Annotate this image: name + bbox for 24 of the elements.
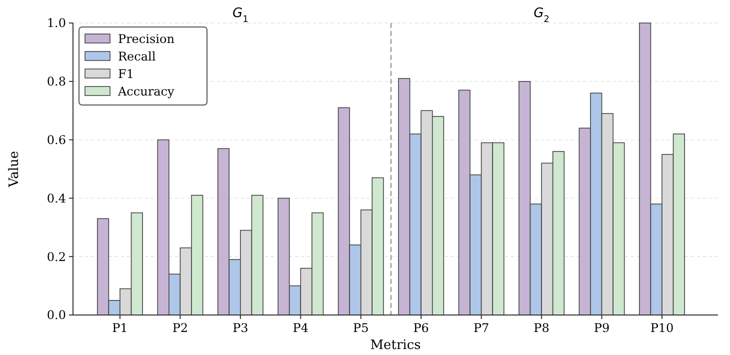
x-tick-label: P3 [232, 321, 248, 335]
legend-label: F1 [118, 67, 134, 82]
y-tick-label: 1.0 [46, 16, 66, 30]
x-tick-label: P10 [650, 321, 674, 335]
legend-label: Precision [118, 32, 175, 46]
y-tick-label: 0.6 [46, 133, 66, 147]
x-tick-label: P8 [534, 321, 550, 335]
x-axis-title: Metrics [370, 338, 421, 353]
x-tick-label: P5 [353, 321, 369, 335]
y-tick-label: 0.0 [46, 308, 66, 322]
legend-label: Recall [118, 50, 156, 64]
y-tick-label: 0.2 [46, 250, 66, 264]
legend-label: Accuracy [117, 84, 174, 99]
y-tick-label: 0.8 [46, 74, 66, 89]
y-tick-label: 0.4 [46, 191, 66, 206]
x-tick-label: P1 [112, 321, 128, 335]
x-tick-label: P7 [473, 321, 490, 335]
annotation: G$_{1}$ [232, 6, 248, 25]
x-tick-label: P6 [413, 321, 429, 335]
x-tick-label: P4 [292, 321, 309, 335]
y-axis-title: Value [7, 150, 22, 188]
x-tick-label: P2 [172, 321, 188, 335]
x-tick-label: P9 [594, 321, 610, 335]
annotation: G$_{2}$ [534, 6, 550, 25]
